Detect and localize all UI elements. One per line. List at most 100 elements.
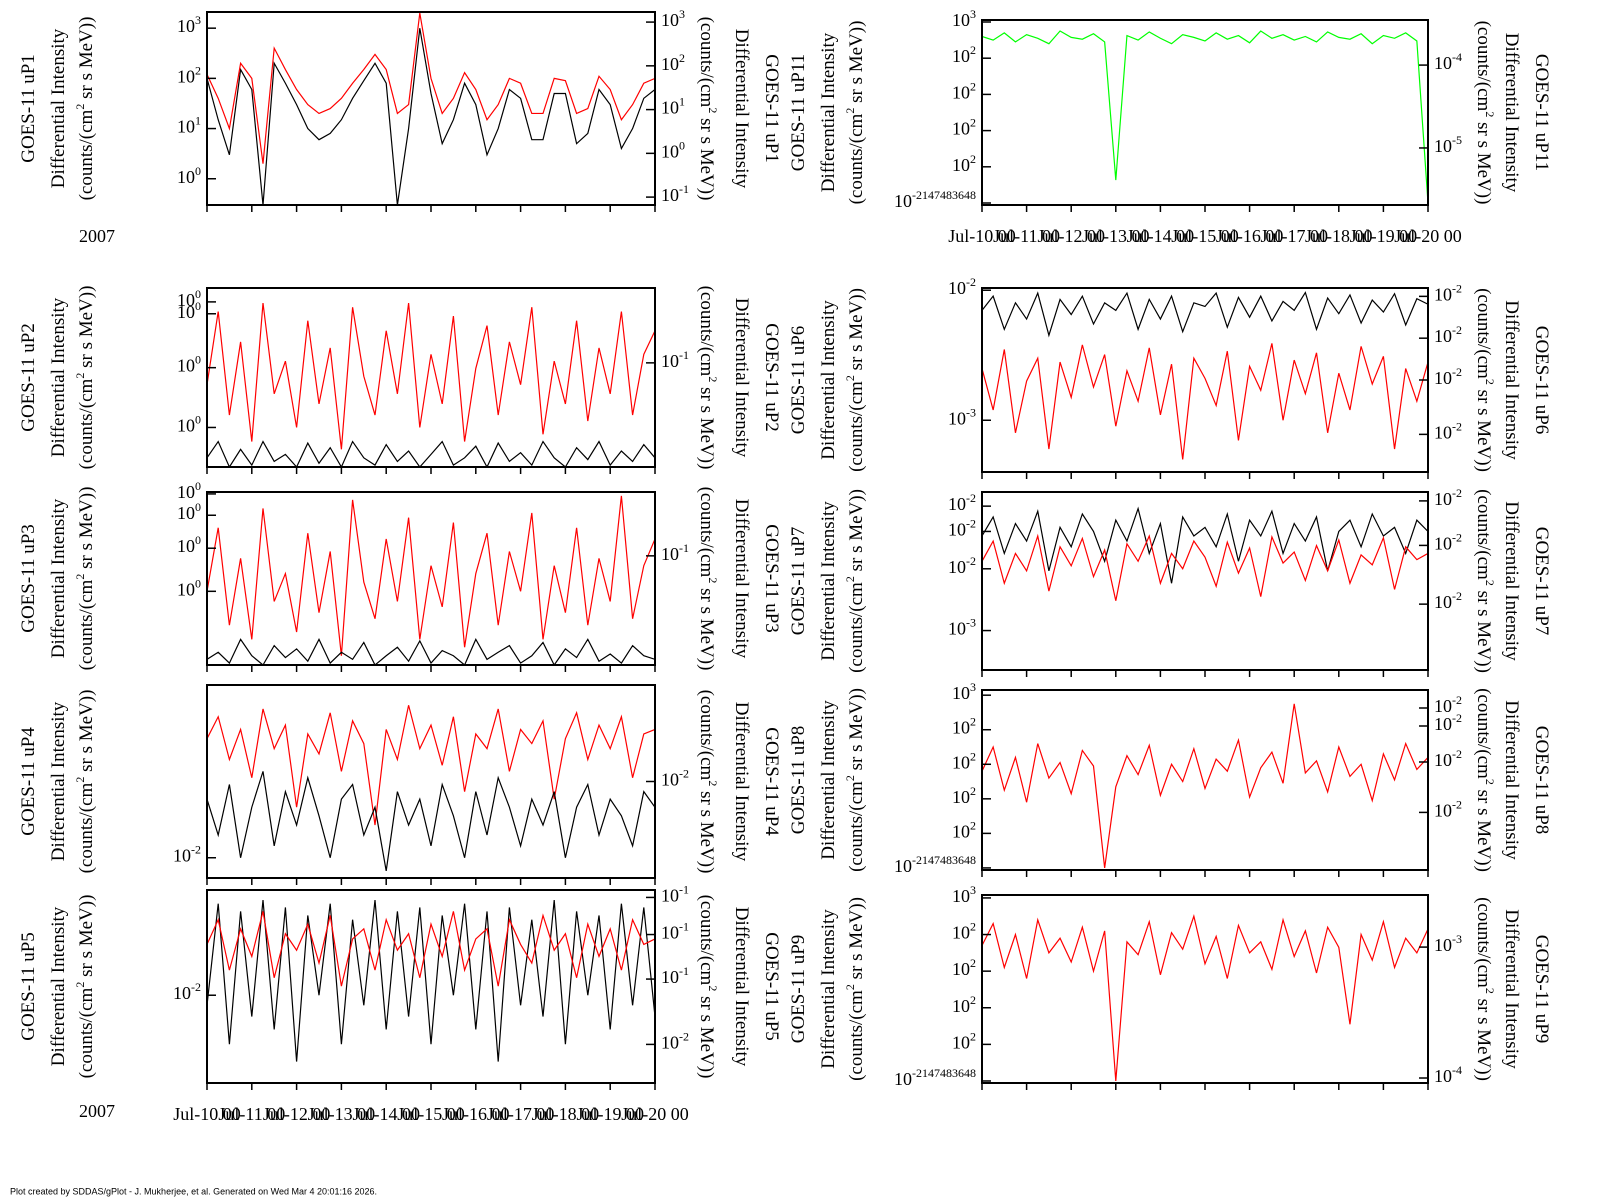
label-text: GOES-11 uP9 <box>788 935 809 1044</box>
units-text: sr s MeV)) <box>696 583 717 670</box>
units-text: sr s MeV)) <box>1473 785 1494 872</box>
x-tick-label: Jul-12 00 <box>1037 226 1105 246</box>
y-tick-label: 102 <box>952 956 976 979</box>
y2-tick-label-exp: -1 <box>679 882 689 896</box>
y-tick-label-base: 10 <box>952 787 970 807</box>
y-tick-label-base: 10 <box>894 191 912 211</box>
units-sup: 2 <box>706 376 720 382</box>
y-axis-name: GOES-11 uP5 <box>761 932 782 1041</box>
label-text: GOES-11 uP11 <box>788 54 809 171</box>
y2-tick-label-base: 10 <box>1434 422 1452 442</box>
y2-tick-label-base: 10 <box>1434 368 1452 388</box>
label-text: GOES-11 uP8 <box>1531 726 1552 835</box>
units-sup: 2 <box>1483 988 1497 994</box>
y-axis-title: Differential Intensity <box>1501 700 1522 860</box>
y2-tick-label-exp: -1 <box>679 919 689 933</box>
y-tick-label: 102 <box>952 1029 976 1052</box>
y2-tick-label: 10-1 <box>661 919 689 942</box>
y-tick-label: 102 <box>952 115 976 138</box>
x-tick-label: Jul-20 00 <box>621 1104 689 1124</box>
units-text: (counts/(cm <box>76 987 97 1078</box>
y-axis-name: GOES-11 uP3 <box>761 524 782 633</box>
units-text: (counts/(cm <box>1473 21 1494 112</box>
units-text: sr s MeV)) <box>846 489 867 576</box>
y2-tick-label-exp: -5 <box>1452 133 1462 147</box>
x-tick-label: Jul-18 00 <box>1305 226 1373 246</box>
year-label: 2007 <box>79 1101 115 1121</box>
y2-tick-label: 10-2 <box>1434 711 1462 734</box>
y-tick-label-exp: 2 <box>970 749 976 763</box>
x-tick-label: Jul-18 00 <box>532 1104 600 1124</box>
y2-tick-label-base: 10 <box>1434 136 1452 156</box>
units-text: (counts/(cm <box>1473 897 1494 988</box>
y-axis-units: (counts/(cm2 sr s MeV)) <box>696 690 721 874</box>
y2-tick-label: 100 <box>661 138 685 161</box>
y-tick-label: 10-2 <box>948 516 976 539</box>
plot-frame <box>206 889 656 1084</box>
year-label: 2007 <box>79 226 115 246</box>
y2-tick-label-base: 10 <box>661 98 679 118</box>
plot-frame <box>206 684 656 879</box>
x-tick-label: Jul-11 00 <box>218 1104 285 1124</box>
y-axis-name: GOES-11 uP1 <box>18 54 39 163</box>
y-tick-label: 103 <box>952 883 976 906</box>
y-axis-units: (counts/(cm2 sr s MeV)) <box>696 895 721 1079</box>
units-sup: 2 <box>73 373 87 379</box>
x-tick-label: Jul-15 00 <box>1171 226 1239 246</box>
footer: Plot created by SDDAS/gPlot - J. Mukherj… <box>10 1186 377 1196</box>
y-tick-label-base: 10 <box>952 155 970 175</box>
y-tick-label-exp: 3 <box>195 13 201 27</box>
y2-tick-label-base: 10 <box>661 770 679 790</box>
y2-tick-label-exp: -1 <box>679 348 689 362</box>
units-text: sr s MeV)) <box>1473 117 1494 204</box>
label-text: GOES-11 uP5 <box>18 932 39 1041</box>
y2-tick-label-base: 10 <box>1434 489 1452 509</box>
y2-tick-label-base: 10 <box>1434 592 1452 612</box>
y2-tick-label-base: 10 <box>661 185 679 205</box>
y-tick-label-exp: 2 <box>970 956 976 970</box>
y-axis-units: (counts/(cm2 sr s MeV)) <box>73 286 98 470</box>
label-text: Differential Intensity <box>731 499 752 659</box>
label-text: GOES-11 uP4 <box>18 727 39 836</box>
y2-tick-label: 10-1 <box>661 964 689 987</box>
y2-tick-label-base: 10 <box>661 1033 679 1053</box>
y2-tick-label-base: 10 <box>661 54 679 74</box>
units-text: (counts/(cm <box>1473 688 1494 779</box>
y-tick-label-exp: -2 <box>966 554 976 568</box>
y-tick-label-base: 10 <box>952 10 970 30</box>
x-tick-label: Jul-17 00 <box>487 1104 555 1124</box>
units-text: (counts/(cm <box>696 17 717 108</box>
units-sup: 2 <box>1483 379 1497 385</box>
label-text: GOES-11 uP11 <box>1531 54 1552 171</box>
y-tick-label: 102 <box>952 714 976 737</box>
y-axis-name: GOES-11 uP2 <box>761 323 782 432</box>
units-text: sr s MeV)) <box>696 113 717 200</box>
label-text: GOES-11 uP6 <box>788 326 809 435</box>
label-text: GOES-11 uP2 <box>761 323 782 432</box>
units-text: (counts/(cm <box>696 286 717 377</box>
y-tick-label-exp: 2 <box>970 714 976 728</box>
x-tick-label: Jul-19 00 <box>576 1104 644 1124</box>
units-sup: 2 <box>706 577 720 583</box>
y2-tick-label-base: 10 <box>661 141 679 161</box>
data-line <box>207 495 655 656</box>
label-text: GOES-11 uP4 <box>761 727 782 836</box>
units-text: (counts/(cm <box>1473 489 1494 580</box>
y2-tick-label-exp: -1 <box>679 182 689 196</box>
y-tick-label: 100 <box>177 352 201 375</box>
units-sup: 2 <box>843 108 857 114</box>
y-axis-name: GOES-11 uP8 <box>788 726 809 835</box>
y-axis-units: (counts/(cm2 sr s MeV)) <box>843 897 868 1081</box>
y-tick-label-exp: -2 <box>966 516 976 530</box>
y2-tick-label-exp: -2 <box>1452 797 1462 811</box>
y-tick-label-base: 10 <box>177 290 195 310</box>
y2-tick-label: 10-5 <box>1434 133 1462 156</box>
y2-tick-label-base: 10 <box>1434 53 1452 73</box>
y-tick-label-exp: 2 <box>970 993 976 1007</box>
y2-tick-label: 10-2 <box>1434 486 1462 509</box>
y2-tick-label-exp: 1 <box>679 94 685 108</box>
y-tick-label: 102 <box>952 818 976 841</box>
y-tick-label: 10-2 <box>173 980 201 1003</box>
y2-tick-label-exp: -2 <box>1452 365 1462 379</box>
units-sup: 2 <box>73 104 87 110</box>
